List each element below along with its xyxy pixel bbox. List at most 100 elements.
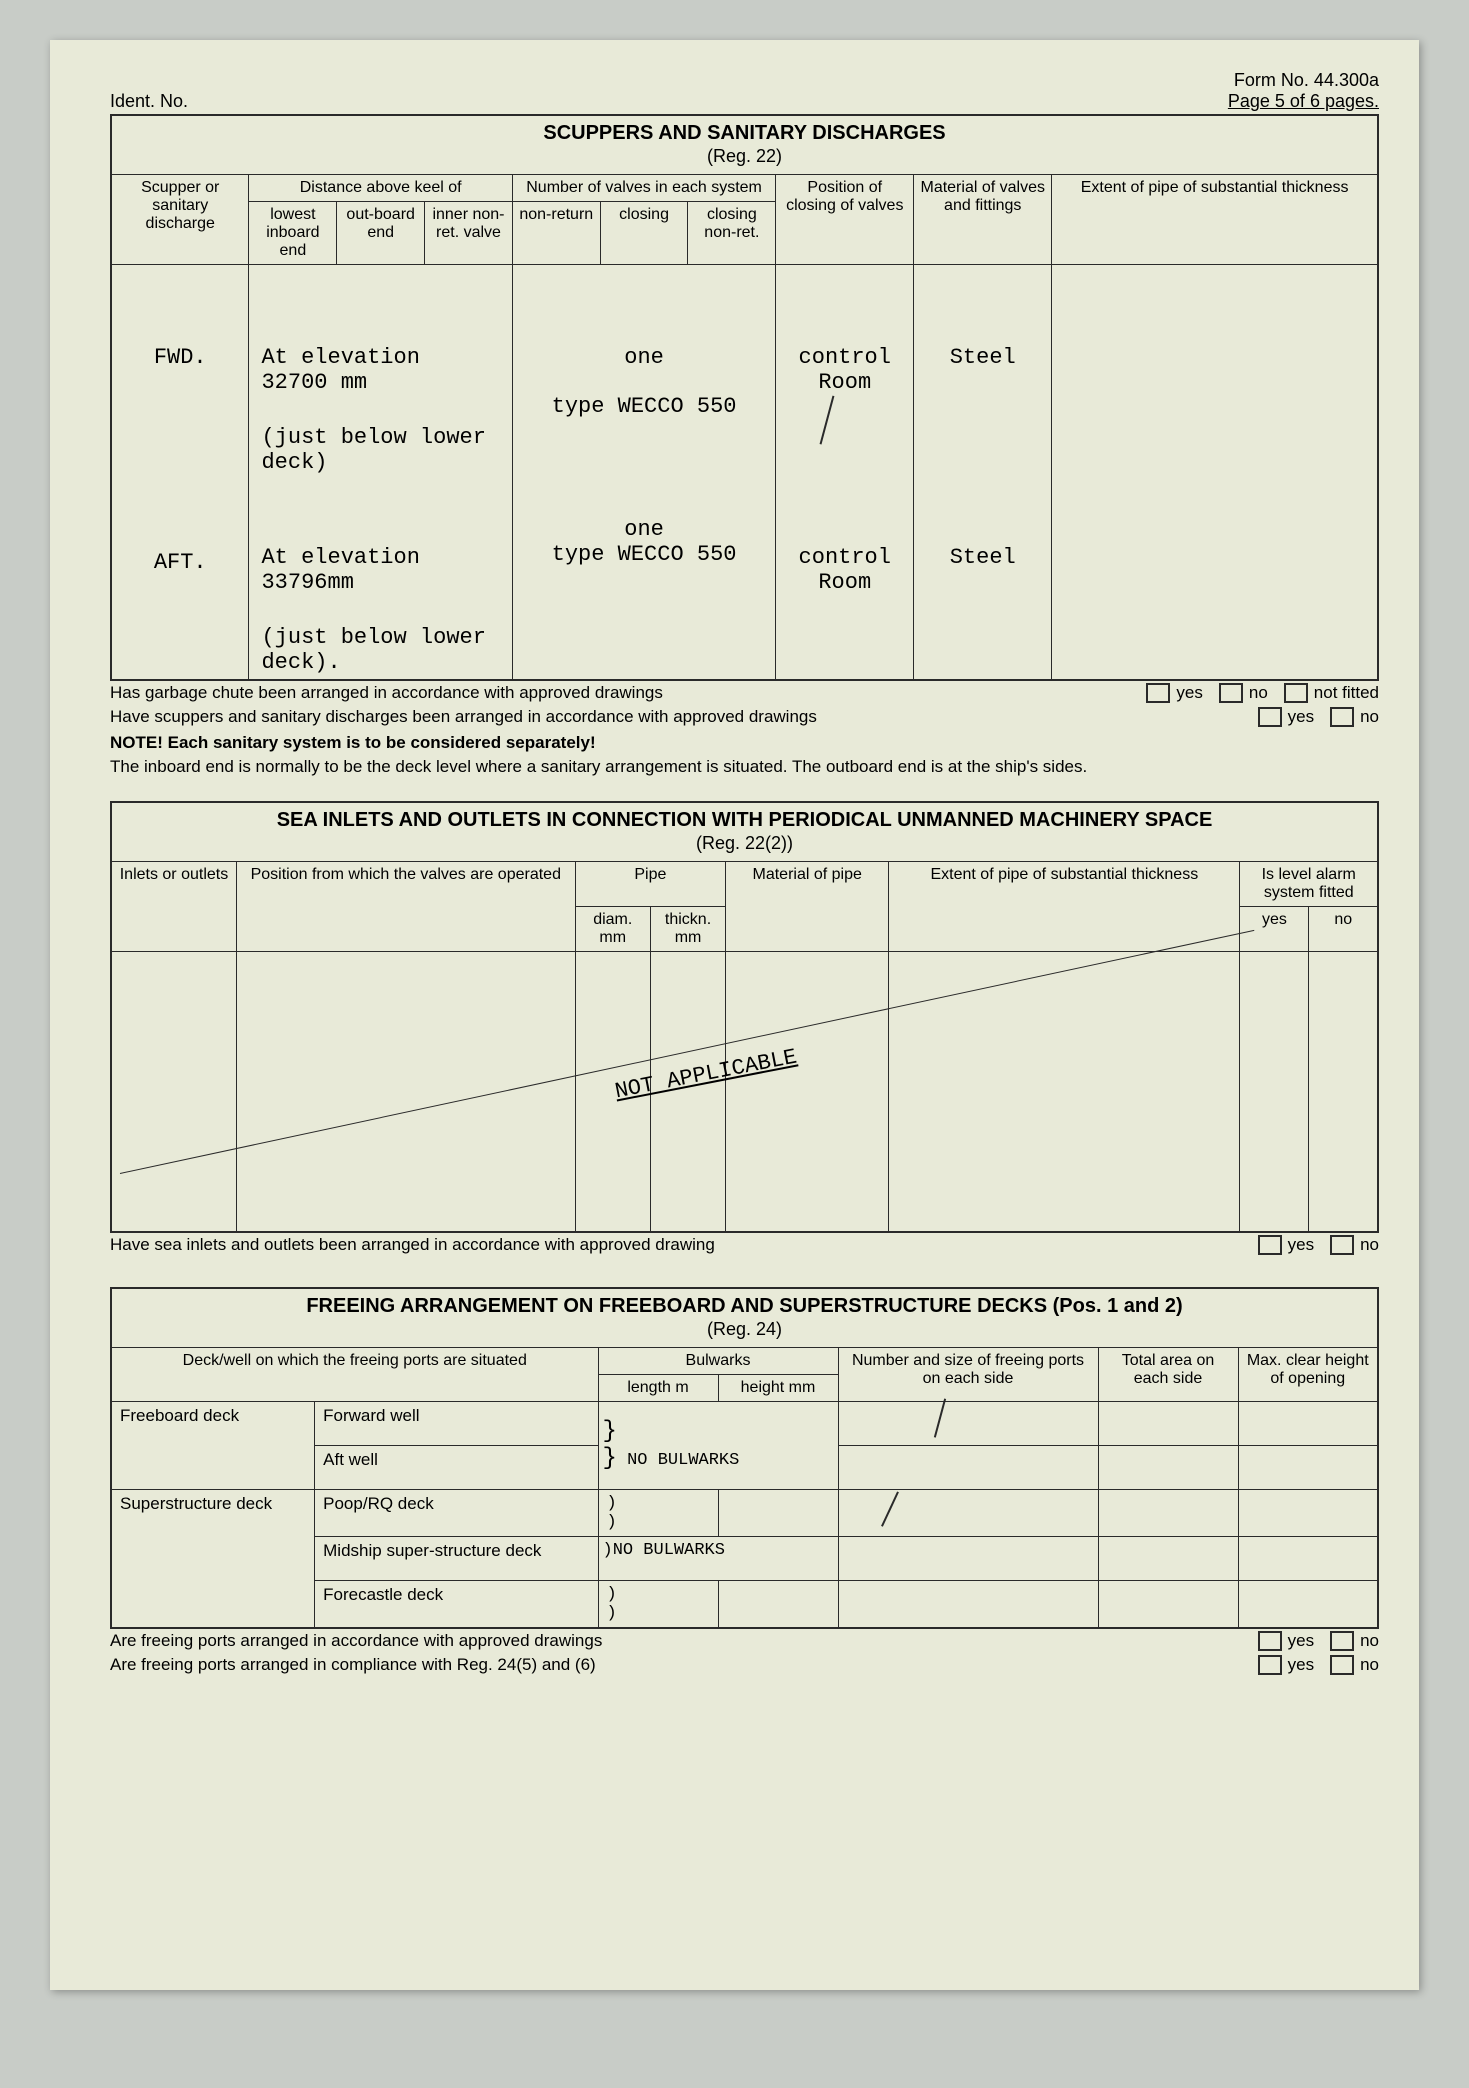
s3-g2r2: Midship super-structure deck [315, 1536, 598, 1580]
scuppers-table: SCUPPERS AND SANITARY DISCHARGES (Reg. 2… [110, 114, 1379, 681]
no-label: no [1360, 1655, 1379, 1675]
brace-cell: )) [598, 1489, 718, 1536]
sec1-data-mat: Steel Steel [914, 265, 1052, 681]
no-label: no [1360, 1631, 1379, 1651]
s2-cell [1309, 952, 1378, 1232]
fwd-elev2: 32700 mm [261, 370, 505, 395]
s3-bulwarks: Bulwarks [598, 1347, 838, 1374]
s2-no: no [1309, 907, 1378, 952]
s2-col1: Inlets or outlets [111, 862, 236, 952]
freeing-table: FREEING ARRANGEMENT ON FREEBOARD AND SUP… [110, 1287, 1379, 1629]
sec3-q2-row: Are freeing ports arranged in compliance… [110, 1653, 1379, 1677]
sec2-reg: (Reg. 22(2)) [696, 833, 793, 853]
sec1-q2-row: Have scuppers and sanitary discharges be… [110, 705, 1379, 729]
s3-col1: Deck/well on which the freeing ports are… [111, 1347, 598, 1401]
brace-cell: )) [598, 1580, 718, 1628]
checkbox[interactable] [1258, 1235, 1282, 1255]
checkbox[interactable] [1330, 1235, 1354, 1255]
not-fitted-label: not fitted [1314, 683, 1379, 703]
fwd-v1: one [519, 345, 769, 370]
s2-col2: Position from which the valves are opera… [236, 862, 575, 952]
col-lowest: lowest inboard end [249, 202, 337, 265]
checkbox[interactable] [1219, 683, 1243, 703]
no-bulwarks-1: }} NO BULWARKS [598, 1401, 838, 1489]
checkbox[interactable] [1146, 683, 1170, 703]
checkbox[interactable] [1330, 707, 1354, 727]
yes-label: yes [1176, 683, 1202, 703]
s2-thick: thickn. mm [650, 907, 725, 952]
no-bulwarks-2: )NO BULWARKS [598, 1536, 838, 1580]
s3-cell [838, 1536, 1098, 1580]
checkbox[interactable] [1258, 1655, 1282, 1675]
col-valves-top: Number of valves in each system [512, 175, 775, 202]
s2-cell: NOT APPLICABLE [650, 952, 725, 1232]
s3-cell [718, 1489, 838, 1536]
checkbox[interactable] [1284, 683, 1308, 703]
col-outboard: out-board end [337, 202, 425, 265]
fwd-note: (just below lower deck) [261, 425, 505, 475]
s3-cell [838, 1580, 1098, 1628]
s2-col6t: Is level alarm system fitted [1240, 862, 1378, 907]
s2-cell [726, 952, 889, 1232]
s3-cell [1098, 1580, 1238, 1628]
sec1-note1: NOTE! Each sanitary system is to be cons… [110, 733, 1379, 753]
fwd-elev1: At elevation [261, 345, 505, 370]
col-inner: inner non-ret. valve [425, 202, 513, 265]
aft-pos: control Room [782, 545, 907, 595]
checkbox[interactable] [1258, 707, 1282, 727]
no-label: no [1360, 707, 1379, 727]
sec1-title-cell: SCUPPERS AND SANITARY DISCHARGES (Reg. 2… [111, 115, 1378, 175]
fwd-pos: control Room [782, 345, 907, 395]
s2-col5: Extent of pipe of substantial thickness [889, 862, 1240, 952]
sec1-data-extent [1052, 265, 1378, 681]
yes-label: yes [1288, 707, 1314, 727]
col-material: Material of valves and fittings [914, 175, 1052, 265]
sec3-reg: (Reg. 24) [707, 1319, 782, 1339]
s3-hgt: height mm [718, 1374, 838, 1401]
fwd-mat: Steel [920, 345, 1045, 370]
form-no-line2: Page 5 of 6 pages. [1228, 91, 1379, 112]
checkbox[interactable] [1330, 1631, 1354, 1651]
s3-cell [1098, 1445, 1238, 1489]
s2-col3t: Pipe [575, 862, 726, 907]
col-scupper: Scupper or sanitary discharge [111, 175, 249, 265]
s3-g1r2: Aft well [315, 1445, 598, 1489]
s3-cell [1098, 1401, 1238, 1445]
ident-no-label: Ident. No. [110, 91, 188, 112]
s3-col3: Number and size of freeing ports on each… [838, 1347, 1098, 1401]
s2-yes: yes [1240, 907, 1309, 952]
aft-mat: Steel [920, 545, 1045, 570]
aft-elev1: At elevation [261, 545, 505, 570]
sec3-title: FREEING ARRANGEMENT ON FREEBOARD AND SUP… [306, 1295, 1182, 1317]
s3-cell [1238, 1536, 1378, 1580]
checkbox[interactable] [1258, 1631, 1282, 1651]
s2-cell [889, 952, 1240, 1232]
s2-cell [111, 952, 236, 1232]
form-no-line1: Form No. 44.300a [1228, 70, 1379, 91]
s3-cell [838, 1489, 1098, 1536]
sec1-data-pos: control Room control Room [776, 265, 914, 681]
s3-cell [1238, 1445, 1378, 1489]
form-page: Ident. No. Form No. 44.300a Page 5 of 6 … [50, 40, 1419, 1990]
sec3-q2: Are freeing ports arranged in compliance… [110, 1655, 1242, 1675]
s2-cell [1240, 952, 1309, 1232]
sec2-q1-row: Have sea inlets and outlets been arrange… [110, 1233, 1379, 1257]
fwd-v2: type WECCO 550 [519, 394, 769, 419]
sec1-data-valves: one type WECCO 550 one type WECCO 550 [512, 265, 775, 681]
col-position: Position of closing of valves [776, 175, 914, 265]
sec3-title-cell: FREEING ARRANGEMENT ON FREEBOARD AND SUP… [111, 1288, 1378, 1348]
sec1-data-col1: FWD. AFT. [111, 265, 249, 681]
s3-cell [1238, 1580, 1378, 1628]
yes-label: yes [1288, 1631, 1314, 1651]
checkbox[interactable] [1330, 1655, 1354, 1675]
form-number: Form No. 44.300a Page 5 of 6 pages. [1228, 70, 1379, 112]
col-nonreturn: non-return [512, 202, 600, 265]
aft-v1: one [519, 517, 769, 542]
header-row: Ident. No. Form No. 44.300a Page 5 of 6 … [110, 70, 1379, 112]
slash-mark [820, 396, 834, 445]
yes-label: yes [1288, 1655, 1314, 1675]
s3-len: length m [598, 1374, 718, 1401]
sec1-q1-row: Has garbage chute been arranged in accor… [110, 681, 1379, 705]
aft-id: AFT. [118, 550, 242, 575]
sec3-q1: Are freeing ports arranged in accordance… [110, 1631, 1242, 1651]
